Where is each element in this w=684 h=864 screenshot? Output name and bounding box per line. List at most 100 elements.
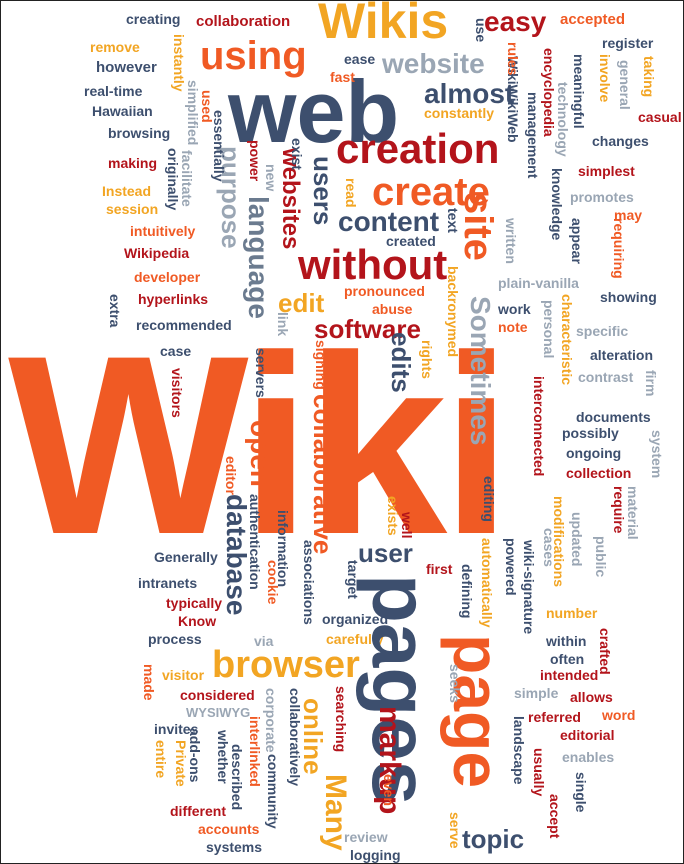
word-129: updated	[569, 512, 585, 567]
word-43: plain-vanilla	[498, 275, 579, 291]
word-90: language	[243, 196, 274, 319]
word-121: associations	[301, 540, 317, 625]
word-130: cases	[541, 528, 557, 567]
word-17: collaboration	[196, 13, 291, 30]
word-82: review	[344, 829, 388, 845]
word-138: characteristic	[559, 294, 575, 386]
word-114: rights	[419, 340, 435, 379]
word-144: requiring	[611, 218, 627, 279]
word-151: involve	[597, 54, 613, 103]
word-115: editor	[223, 456, 239, 495]
word-22: Hawaiian	[92, 103, 153, 119]
word-132: public	[593, 536, 609, 578]
word-78: enables	[562, 749, 615, 765]
word-112: servers	[253, 348, 269, 398]
word-148: encyclopedia	[541, 48, 557, 137]
word-14: user	[358, 538, 413, 568]
word-150: technology	[555, 82, 571, 157]
word-94: collaborative	[308, 394, 338, 555]
word-156: made	[141, 664, 157, 701]
word-152: general	[617, 60, 633, 110]
word-140: backronymed	[445, 266, 461, 358]
word-73: simple	[514, 685, 559, 701]
word-3: using	[200, 34, 307, 78]
word-9: almost	[424, 78, 515, 109]
word-44: pronounced	[344, 283, 425, 299]
word-77: editorial	[560, 727, 615, 743]
word-157: Private	[173, 740, 189, 787]
word-145: knowledge	[549, 168, 565, 241]
word-97: online	[298, 698, 328, 775]
word-100: power	[247, 140, 263, 182]
word-79: different	[170, 803, 226, 819]
word-12: edit	[278, 288, 325, 318]
word-71: WYSIWYG	[186, 705, 251, 720]
word-131: require	[611, 486, 627, 534]
word-113: signing	[313, 340, 329, 390]
word-107: originally	[165, 148, 181, 211]
word-13: browser	[212, 644, 360, 686]
word-27: intuitively	[130, 223, 196, 239]
word-169: serve	[447, 812, 463, 849]
word-26: session	[106, 201, 159, 217]
word-139: personal	[541, 300, 557, 359]
word-58: typically	[166, 595, 223, 611]
word-92: open	[245, 420, 276, 487]
word-165: community	[265, 754, 281, 829]
word-122: target	[345, 560, 361, 599]
word-5: create	[372, 170, 490, 214]
word-142: written	[503, 218, 519, 264]
word-0: Wiki	[8, 303, 512, 588]
word-52: documents	[576, 409, 651, 425]
word-40: promotes	[570, 189, 634, 205]
word-124: defining	[459, 564, 475, 619]
word-24: making	[108, 155, 158, 171]
word-76: word	[602, 707, 636, 723]
word-64: first	[426, 561, 453, 577]
word-48: note	[498, 319, 528, 335]
word-146: management	[525, 92, 541, 179]
word-173: single	[573, 772, 589, 813]
word-60: process	[148, 631, 202, 647]
word-20: however	[96, 59, 157, 76]
word-70: considered	[180, 687, 255, 703]
word-119: well	[399, 512, 415, 539]
word-29: developer	[134, 269, 201, 285]
word-47: work	[498, 301, 531, 317]
word-102: exist	[289, 138, 305, 170]
word-35: ease	[344, 51, 376, 67]
word-55: collection	[566, 465, 632, 481]
word-37: casual	[638, 109, 682, 125]
word-39: simplest	[578, 163, 635, 179]
word-158: entire	[153, 740, 169, 779]
word-11: software	[314, 314, 421, 344]
word-1: Wikis	[318, 0, 449, 49]
word-123: cookie	[265, 560, 281, 605]
word-65: number	[546, 605, 598, 621]
word-45: showing	[600, 289, 657, 305]
word-33: register	[602, 35, 654, 51]
word-159: add-ons	[187, 728, 203, 783]
word-164: collaboratively	[287, 688, 303, 787]
word-106: used	[199, 90, 215, 123]
word-63: via	[254, 633, 274, 649]
word-50: alteration	[590, 347, 654, 363]
word-155: use	[473, 18, 489, 43]
word-41: may	[614, 207, 643, 223]
word-34: fast	[330, 69, 355, 85]
word-126: automatically	[479, 538, 495, 628]
word-111: visitors	[169, 368, 185, 418]
word-69: visitor	[162, 667, 205, 683]
word-36: constantly	[424, 105, 495, 121]
word-171: usually	[531, 748, 547, 797]
word-104: instantly	[171, 34, 187, 92]
word-127: wiki-signature	[521, 540, 537, 635]
word-7: content	[338, 206, 440, 237]
word-6: without	[298, 241, 448, 288]
word-143: appear	[569, 218, 585, 264]
word-32: case	[160, 343, 192, 359]
word-154: rules	[505, 42, 521, 76]
word-87: site	[456, 192, 500, 261]
word-68: intended	[540, 667, 599, 683]
